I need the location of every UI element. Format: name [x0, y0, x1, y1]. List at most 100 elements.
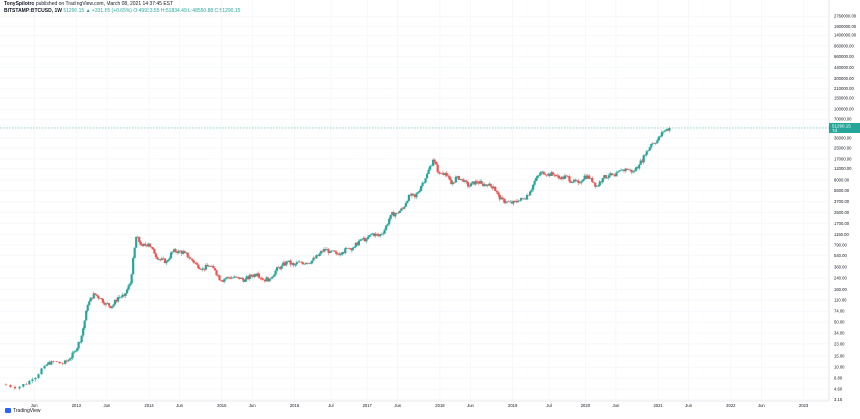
candle-body	[503, 198, 506, 203]
candle-body	[632, 171, 635, 173]
candle-body	[215, 270, 218, 276]
candle-body	[559, 178, 562, 179]
candle-body	[556, 175, 559, 177]
candle-body	[79, 341, 82, 343]
candle-body	[118, 297, 121, 298]
candle-body	[263, 279, 267, 282]
x-tick-label: 2021	[653, 403, 663, 408]
candle-body	[513, 200, 517, 202]
candle-body	[516, 200, 520, 203]
candle-body	[171, 251, 174, 253]
candle-body	[336, 253, 339, 255]
candle-body	[509, 201, 512, 203]
candle-body	[88, 301, 91, 306]
y-tick-label: 440000.00	[834, 65, 854, 70]
candle-body	[104, 303, 107, 305]
candle-body	[572, 179, 576, 182]
candle-body	[195, 262, 198, 265]
y-tick-label: 70000.00	[834, 117, 852, 122]
candle-body	[124, 293, 127, 296]
x-tick-label: 2023	[799, 403, 809, 408]
candle-body	[65, 360, 68, 362]
candle-body	[413, 194, 417, 198]
candle-body	[394, 213, 397, 217]
candle-body	[142, 243, 145, 246]
candle-body	[279, 267, 282, 269]
candle-body	[433, 159, 436, 162]
candle-body	[316, 255, 320, 257]
candle-body	[425, 173, 429, 179]
y-tick-label: 5500.00	[834, 188, 850, 193]
candle-body	[591, 177, 594, 182]
y-tick-label: 360.00	[834, 264, 847, 269]
price-axis[interactable]: 2760000.00 1900000.00 1400000.00 960000.00 6…	[828, 0, 857, 402]
candle-body	[156, 257, 159, 260]
candle-body	[369, 234, 373, 236]
candle-body	[313, 257, 317, 259]
candle-body	[277, 267, 280, 268]
candle-body	[419, 186, 423, 191]
candle-body	[666, 129, 670, 131]
candle-body	[333, 250, 336, 252]
time-axis[interactable]: Jun 2013 Jun 2014 Jun 2015 Jun 2016 Jul 2017 Jun 20…	[0, 400, 829, 408]
candle-body	[348, 248, 351, 249]
candle-body	[77, 342, 80, 349]
candle-body	[119, 296, 123, 298]
candle-body	[466, 182, 470, 187]
candle-body	[179, 250, 182, 252]
candle-body	[647, 150, 650, 152]
candle-body	[89, 297, 92, 302]
candle-body	[307, 263, 311, 264]
candle-body	[259, 277, 262, 279]
candle-body	[242, 279, 245, 282]
candle-body	[592, 181, 595, 183]
candle-body	[103, 302, 106, 305]
y-tick-label: 160.00	[834, 287, 847, 292]
candle-body	[354, 242, 357, 247]
y-tick-label: 10.00	[834, 365, 845, 370]
y-tick-label: 790.00	[834, 242, 847, 247]
candle-body	[538, 174, 541, 176]
candle-body	[613, 174, 617, 177]
candle-body	[68, 359, 71, 361]
candle-body	[310, 260, 314, 264]
candle-body	[4, 384, 8, 386]
candle-body	[462, 179, 465, 182]
candle-body	[48, 362, 51, 365]
candle-body	[471, 181, 474, 184]
candle-body	[282, 262, 285, 266]
x-tick-label: Jun	[613, 403, 620, 408]
candle-body	[272, 274, 276, 277]
candle-body	[583, 175, 586, 180]
candle-body	[571, 181, 574, 183]
candle-body	[37, 374, 40, 378]
candle-body	[580, 181, 583, 183]
candle-body	[110, 306, 114, 309]
candle-body	[662, 131, 665, 133]
y-tick-label: 17000.00	[834, 156, 852, 161]
candle-body	[448, 176, 451, 180]
candle-body	[257, 273, 261, 278]
candle-body	[301, 262, 304, 265]
candle-body	[595, 186, 598, 187]
candle-body	[268, 278, 271, 282]
candle-body	[329, 251, 332, 253]
publish-line: TonySpilotro published on TradingView.co…	[4, 1, 240, 8]
candle-body	[459, 178, 462, 180]
candle-body	[176, 252, 179, 253]
x-tick-label: Jun	[394, 403, 401, 408]
candle-body	[300, 261, 303, 263]
candle-body	[210, 265, 214, 267]
candle-body	[363, 237, 367, 242]
candle-body	[362, 237, 365, 240]
candle-body	[148, 243, 151, 247]
candle-body	[209, 266, 212, 267]
candle-body	[432, 159, 435, 166]
candle-body	[504, 201, 507, 203]
candle-body	[568, 176, 571, 182]
candle-body	[63, 360, 67, 364]
candle-body	[421, 182, 424, 187]
candle-body	[501, 197, 504, 199]
author-name[interactable]: TonySpilotro	[4, 1, 35, 7]
